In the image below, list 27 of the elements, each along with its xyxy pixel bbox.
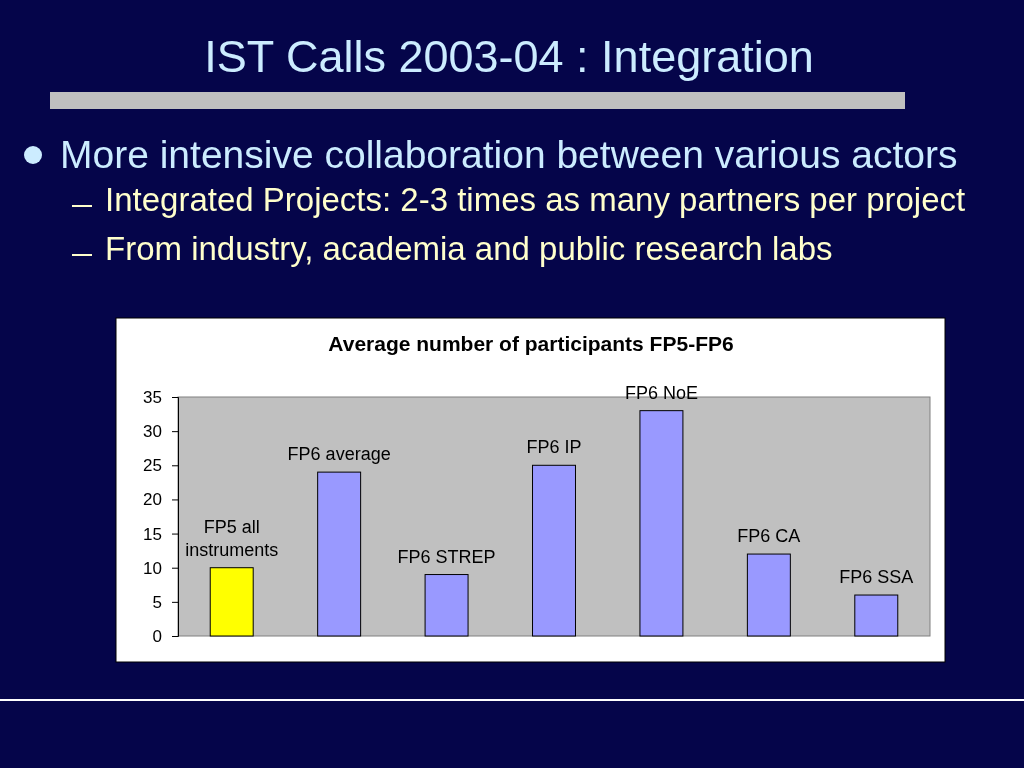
bar [532,464,576,637]
bar [209,567,254,637]
text: More intensive collaboration between various actors [60,133,958,176]
bar [317,471,362,637]
x-tick-label: FP6 SSA [839,567,914,588]
text: Integrated Projects: 2-3 times as many partners per project [105,181,966,218]
bar [746,553,791,637]
bar [854,594,899,637]
chart-title: IST Calls 2003-04 : Integration [204,31,814,82]
y-tick-label: 30 [143,422,162,442]
x-tick-label: FP6 IP [526,437,582,458]
x-tick-label: FP6 CA [737,526,801,547]
y-tick-label: 35 [143,387,162,407]
x-tick-label: FP5 all instruments [185,516,279,560]
bar [424,574,469,637]
y-tick-label: 10 [143,558,162,578]
y-tick-label: 5 [152,592,162,612]
x-tick-label: FP6 STREP [397,546,496,567]
bar [639,410,684,637]
text: From industry, academia and public research labs [105,230,833,267]
y-tick-label: 0 [152,626,162,646]
y-tick-label: 25 [143,456,162,476]
x-tick-label: FP6 NoE [624,382,698,403]
x-tick-label: FP6 average [287,444,391,465]
y-tick-label: 15 [143,524,162,544]
y-tick-label: 20 [143,490,162,510]
chart-subtitle: Average number of participants FP5-FP6 [328,332,734,355]
